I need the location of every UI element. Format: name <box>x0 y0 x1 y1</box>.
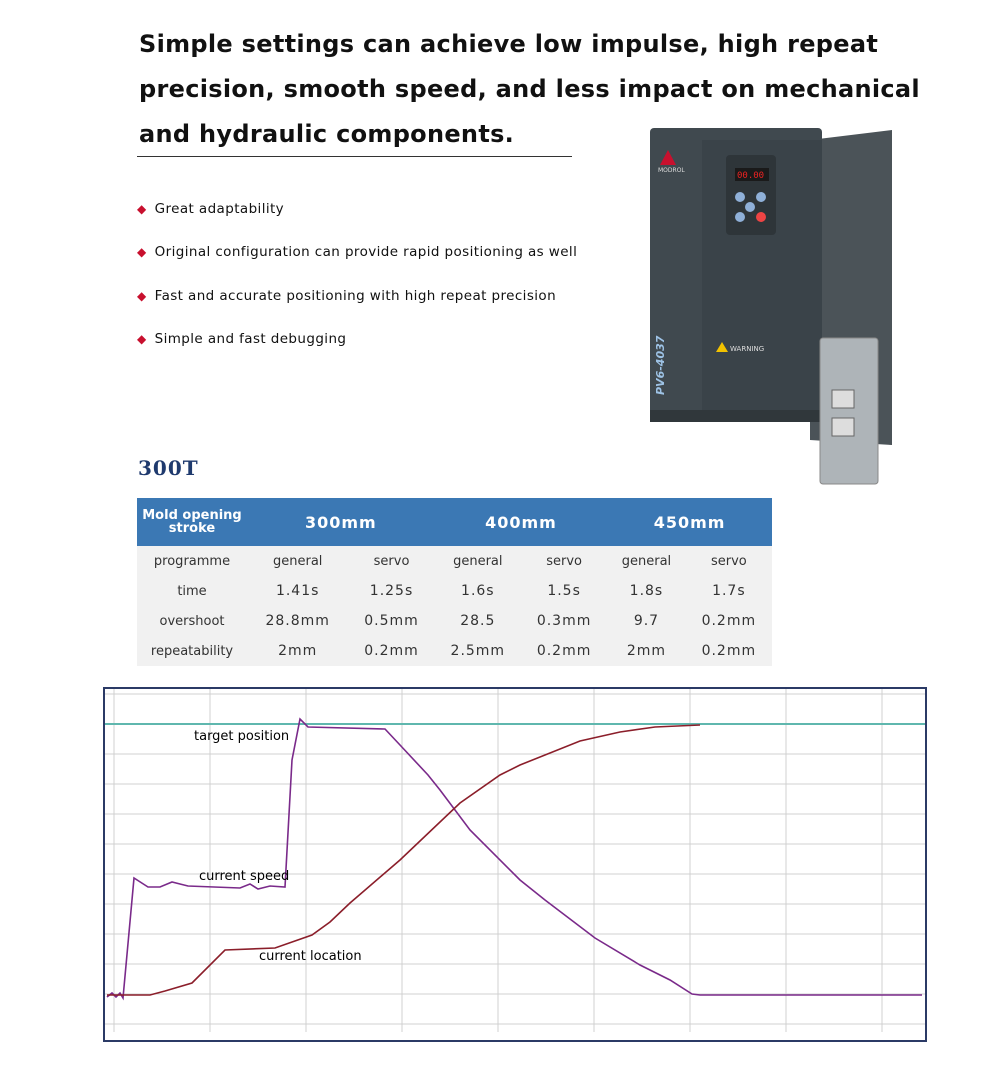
table-cell: 0.2mm <box>348 636 435 666</box>
divider <box>137 156 572 157</box>
table-row: repeatability 2mm 0.2mm 2.5mm 0.2mm 2mm 0.2mm <box>137 636 772 666</box>
table-cell: overshoot <box>137 606 247 636</box>
table-cell: 2.5mm <box>434 636 521 666</box>
table-cell: servo <box>348 546 435 576</box>
table-title: 300T <box>138 456 199 480</box>
brand: MODROL <box>658 167 685 174</box>
table-cell: general <box>607 546 686 576</box>
feature-text: Great adaptability <box>154 201 285 217</box>
feature-item: ◆ Original configuration can provide rapi… <box>137 244 577 260</box>
table-row: programme general servo general servo general… <box>137 546 772 576</box>
product-image: MODROL 00.00 WARNING PV6-4037 <box>650 128 892 485</box>
table-cell: servo <box>520 546 608 576</box>
feature-item: ◆ Simple and fast debugging <box>137 331 346 347</box>
header-cell: 450mm <box>607 498 772 546</box>
table-cell: servo <box>685 546 772 576</box>
table-cell: repeatability <box>137 636 247 666</box>
table-cell: general <box>247 546 349 576</box>
table-cell: 0.5mm <box>348 606 435 636</box>
line-label: current location <box>259 949 362 964</box>
table-cell: 2mm <box>607 636 686 666</box>
table-cell: 0.3mm <box>520 606 608 636</box>
table-cell: 28.8mm <box>247 606 349 636</box>
table-cell: 1.6s <box>434 576 521 606</box>
feature-text: Original configuration can provide rapid… <box>154 244 578 261</box>
table-cell: 0.2mm <box>520 636 608 666</box>
table-cell: 1.8s <box>607 576 686 606</box>
table-cell: 28.5 <box>434 606 521 636</box>
table-cell: 0.2mm <box>685 636 772 666</box>
table-cell: 1.41s <box>247 576 349 606</box>
table-cell: 0.2mm <box>685 606 772 636</box>
display: 00.00 <box>737 171 764 181</box>
headline: and hydraulic components. <box>139 120 515 148</box>
line-label: current speed <box>199 869 289 884</box>
bullet: ◆ <box>137 331 147 346</box>
feature-text: Fast and accurate positioning with high … <box>154 287 557 304</box>
header-cell: 300mm <box>247 498 435 546</box>
bullet: ◆ <box>137 245 147 260</box>
feature-item: ◆ Fast and accurate positioning with high… <box>137 288 556 304</box>
model: PV6-4037 <box>654 335 667 395</box>
bullet: ◆ <box>137 202 147 216</box>
table-cell: 1.5s <box>520 576 608 606</box>
headline: precision, smooth speed, and less impact… <box>139 75 920 103</box>
table-cell: 1.7s <box>685 576 772 606</box>
table-cell: 9.7 <box>607 606 686 636</box>
line-label: target position <box>194 729 289 744</box>
header-cell: 400mm <box>434 498 608 546</box>
table-cell: programme <box>137 546 247 576</box>
headline: Simple settings can achieve low impulse,… <box>139 30 879 58</box>
warning: WARNING <box>730 345 764 353</box>
table-cell: 1.25s <box>348 576 435 606</box>
spec-table: Mold opening stroke 300mm 400mm 450mm progr… <box>137 498 772 666</box>
bullet: ◆ <box>137 288 147 303</box>
header-cell: Mold opening stroke <box>137 498 247 546</box>
table-cell: time <box>137 576 247 606</box>
feature-text: Simple and fast debugging <box>154 330 347 347</box>
feature-item: ◆ Great adaptability <box>137 201 284 217</box>
table-cell: general <box>434 546 521 576</box>
table-row: overshoot 28.8mm 0.5mm 28.5 0.3mm 9.7 0.2mm <box>137 606 772 636</box>
table-row: time 1.41s 1.25s 1.6s 1.5s 1.8s 1.7s <box>137 576 772 606</box>
table-cell: 2mm <box>247 636 349 666</box>
